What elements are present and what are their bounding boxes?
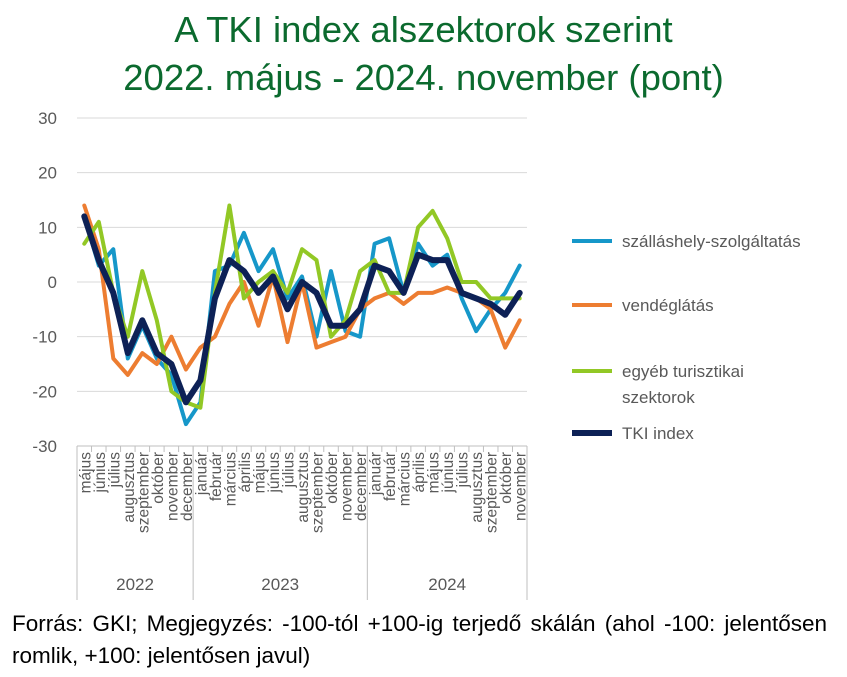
series-line (82, 214, 522, 427)
axes: 3020100-10-20-30májusjúniusjúliusauguszt… (32, 109, 530, 600)
footnote: Forrás: GKI; Megjegyzés: -100-tól +100-i… (12, 611, 827, 668)
x-tick-label: április (411, 452, 428, 493)
legend-label: TKI index (622, 424, 694, 443)
x-tick-label: október (498, 452, 515, 504)
x-tick-label: április (237, 452, 254, 493)
line-chart: 3020100-10-20-30májusjúniusjúliusauguszt… (32, 109, 801, 600)
x-tick-label: szeptember (484, 452, 501, 533)
y-tick-label: -10 (32, 328, 57, 347)
series-line (81, 213, 523, 406)
x-tick-label: augusztus (121, 452, 138, 523)
series-lines (81, 203, 523, 427)
chart-title: A TKI index alszektorok szerint 2022. má… (0, 6, 847, 102)
y-tick-label: 30 (38, 109, 57, 128)
x-tick-label: május (251, 452, 268, 494)
x-tick-label: november (513, 452, 530, 521)
x-tick-label: július (106, 452, 123, 489)
y-tick-label: -30 (32, 437, 57, 456)
x-tick-label: február (382, 452, 399, 501)
legend-label: egyéb turisztikai szektorok (622, 362, 744, 407)
x-tick-label: június (92, 452, 109, 494)
x-tick-label: augusztus (469, 452, 486, 523)
chart-title-line-2: 2022. május - 2024. november (pont) (123, 57, 724, 98)
x-tick-label: március (222, 452, 239, 507)
x-tick-label: szeptember (310, 452, 327, 533)
x-tick-label: október (324, 452, 341, 504)
x-tick-label: augusztus (295, 452, 312, 523)
legend-item: szálláshely-szolgáltatás (572, 232, 801, 251)
legend-label: szálláshely-szolgáltatás (622, 232, 801, 251)
y-tick-label: 0 (48, 273, 57, 292)
x-tick-label: június (266, 452, 283, 494)
x-tick-label: február (208, 452, 225, 501)
year-label: 2022 (116, 575, 154, 594)
x-tick-label: július (280, 452, 297, 489)
x-tick-label: június (440, 452, 457, 494)
x-tick-label: március (397, 452, 414, 507)
year-label: 2023 (261, 575, 299, 594)
x-tick-label: május (77, 452, 94, 494)
series-line (82, 203, 522, 410)
legend-item: vendéglátás (572, 296, 714, 315)
x-tick-label: július (455, 452, 472, 489)
chart-title-line-1: A TKI index alszektorok szerint (174, 9, 673, 50)
x-tick-label: május (426, 452, 443, 494)
legend-item: egyéb turisztikai szektorok (572, 362, 744, 407)
x-tick-label: november (164, 452, 181, 521)
y-tick-label: 20 (38, 164, 57, 183)
x-tick-label: november (339, 452, 356, 521)
x-tick-label: október (150, 452, 167, 504)
legend: szálláshely-szolgáltatás vendéglátás egyéb… (572, 232, 801, 443)
year-label: 2024 (428, 575, 466, 594)
x-tick-label: december (179, 452, 196, 521)
x-tick-label: december (353, 452, 370, 521)
x-tick-label: január (368, 452, 385, 496)
legend-item: TKI index (572, 424, 694, 443)
x-tick-label: szeptember (135, 452, 152, 533)
y-tick-label: -20 (32, 382, 57, 401)
legend-label: vendéglátás (622, 296, 714, 315)
x-tick-label: január (193, 452, 210, 496)
y-tick-label: 10 (38, 218, 57, 237)
